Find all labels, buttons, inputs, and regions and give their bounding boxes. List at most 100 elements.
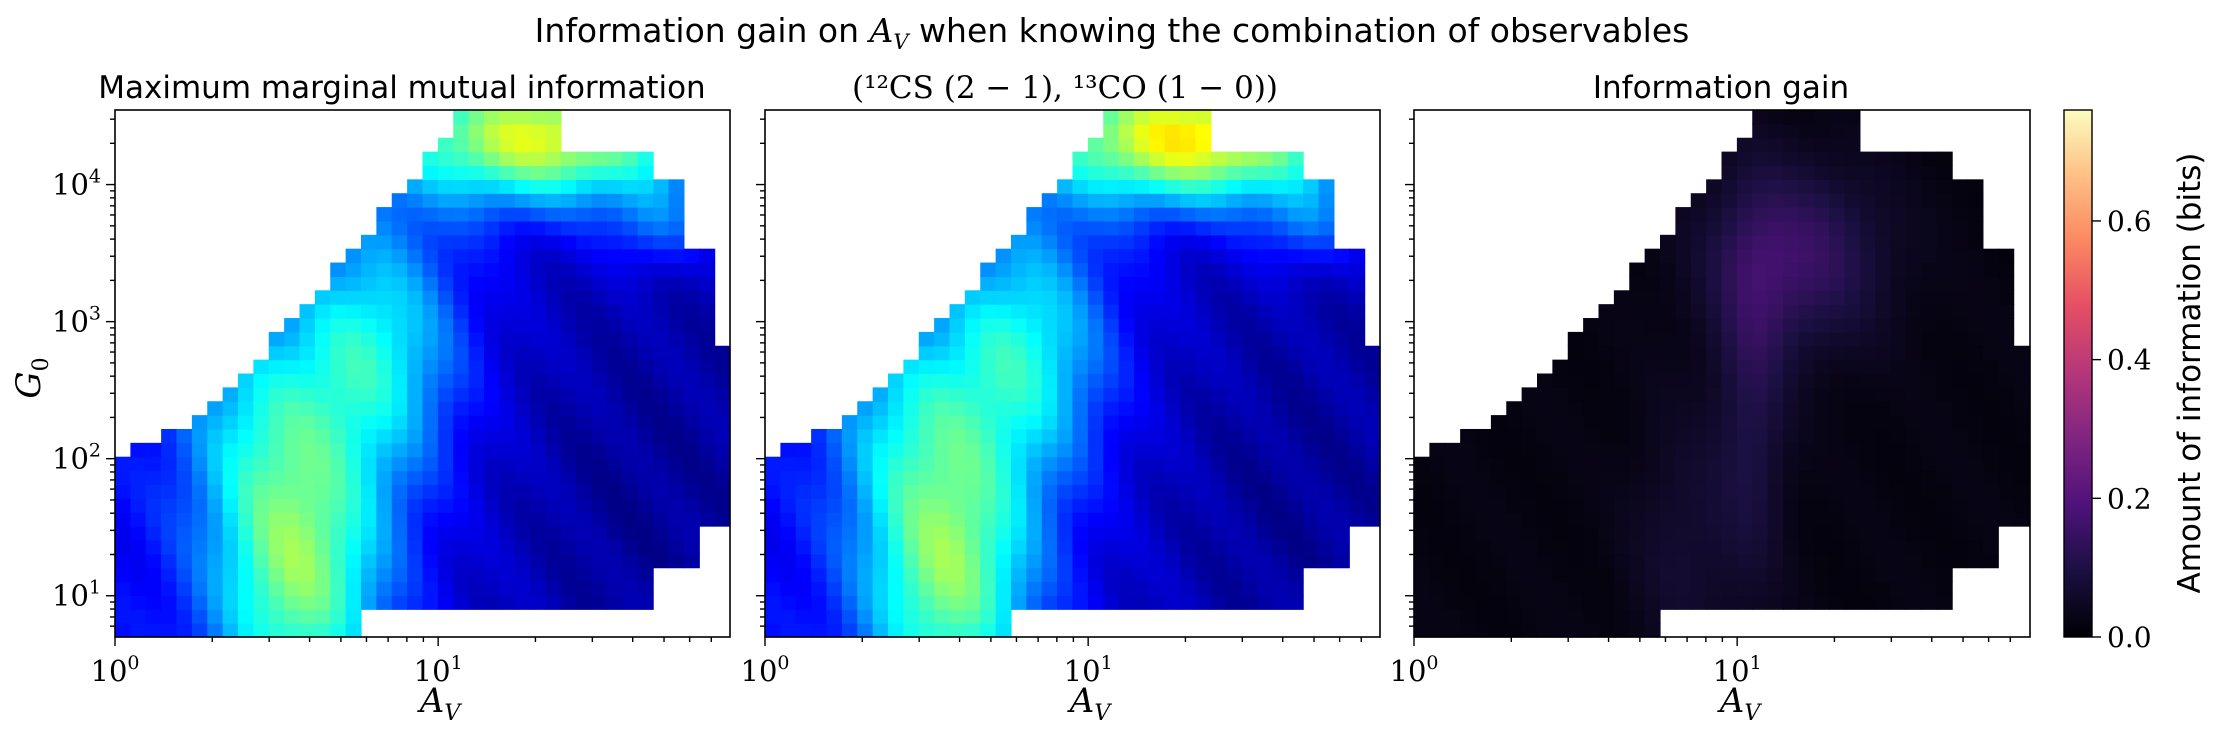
- heatmap-cell: [1921, 151, 1938, 167]
- heatmap-cell: [1829, 345, 1846, 361]
- heatmap-cell: [1798, 415, 1815, 430]
- panel-2-heatmap: [765, 110, 1381, 638]
- heatmap-cell: [1844, 345, 1861, 361]
- heatmap-cell: [637, 428, 654, 444]
- heatmap-cell: [1967, 345, 1984, 361]
- heatmap-cell: [576, 262, 593, 278]
- heatmap-cell: [1936, 484, 1953, 499]
- heatmap-cell: [468, 415, 485, 430]
- heatmap-cell: [1303, 415, 1320, 430]
- heatmap-cell: [1241, 470, 1258, 486]
- heatmap-cell: [1690, 512, 1707, 527]
- heatmap-cell: [1041, 373, 1058, 388]
- heatmap-cell: [191, 526, 208, 541]
- heatmap-cell: [1210, 234, 1227, 250]
- heatmap-cell: [268, 470, 285, 486]
- heatmap-cell: [130, 581, 147, 596]
- heatmap-cell: [1613, 359, 1630, 375]
- heatmap-cell: [1813, 318, 1830, 333]
- heatmap-cell: [714, 512, 731, 527]
- heatmap-cell: [1982, 470, 1999, 486]
- heatmap-cell: [499, 262, 516, 278]
- heatmap-cell: [284, 415, 301, 430]
- heatmap-cell: [1134, 539, 1150, 555]
- panel-2-ticks: 100 101: [741, 118, 1362, 688]
- heatmap-cell: [1982, 456, 1999, 472]
- heatmap-cell: [1272, 234, 1289, 250]
- heatmap-cell: [1706, 567, 1723, 583]
- heatmap-cell: [1660, 526, 1676, 541]
- heatmap-cell: [1767, 401, 1784, 416]
- heatmap-cell: [622, 262, 639, 278]
- heatmap-cell: [1164, 415, 1181, 430]
- heatmap-cell: [1690, 304, 1707, 319]
- heatmap-cell: [1736, 470, 1753, 486]
- heatmap-cell: [1318, 248, 1335, 264]
- heatmap-cell: [872, 442, 889, 458]
- heatmap-cell: [422, 387, 439, 402]
- heatmap-cell: [637, 512, 654, 527]
- heatmap-cell: [995, 470, 1012, 486]
- heatmap-cell: [1272, 193, 1289, 208]
- heatmap-cell: [1952, 553, 1969, 569]
- heatmap-cell: [222, 387, 239, 402]
- heatmap-cell: [1829, 304, 1846, 319]
- heatmap-cell: [1767, 331, 1784, 347]
- heatmap-cell: [345, 456, 362, 472]
- heatmap-cell: [1798, 193, 1815, 208]
- heatmap-cell: [1272, 276, 1289, 291]
- heatmap-cell: [453, 498, 470, 513]
- panel-2-xlabel-var: A: [1067, 681, 1095, 721]
- heatmap-cell: [453, 401, 470, 416]
- heatmap-cell: [176, 526, 193, 541]
- heatmap-cell: [1180, 234, 1197, 250]
- heatmap-cell: [995, 345, 1012, 361]
- heatmap-cell: [1736, 193, 1753, 208]
- heatmap-cell: [299, 470, 316, 486]
- heatmap-cell: [468, 179, 485, 194]
- heatmap-cell: [1736, 318, 1753, 333]
- heatmap-cell: [1936, 193, 1953, 208]
- heatmap-cell: [1195, 526, 1212, 541]
- heatmap-cell: [1875, 331, 1892, 347]
- heatmap-cell: [1690, 318, 1707, 333]
- heatmap-cell: [1613, 512, 1630, 527]
- heatmap-cell: [1921, 470, 1938, 486]
- heatmap-cell: [1859, 581, 1876, 596]
- heatmap-cell: [253, 512, 270, 527]
- heatmap-cell: [1921, 442, 1938, 458]
- heatmap-cell: [607, 234, 623, 250]
- heatmap-cell: [765, 484, 781, 499]
- heatmap-cell: [795, 456, 812, 472]
- heatmap-cell: [1180, 373, 1197, 388]
- heatmap-cell: [964, 484, 981, 499]
- heatmap-cell: [1936, 304, 1953, 319]
- heatmap-cell: [795, 609, 812, 624]
- heatmap-cell: [1906, 581, 1922, 596]
- heatmap-cell: [560, 456, 577, 472]
- heatmap-cell: [1318, 234, 1335, 250]
- heatmap-cell: [1721, 567, 1738, 583]
- heatmap-cell: [314, 290, 331, 305]
- heatmap-cell: [1272, 456, 1289, 472]
- heatmap-cell: [668, 373, 685, 388]
- heatmap-cell: [1041, 290, 1058, 305]
- heatmap-cell: [591, 373, 608, 388]
- heatmap-cell: [1506, 526, 1523, 541]
- heatmap-cell: [1706, 442, 1723, 458]
- heatmap-cell: [811, 623, 828, 638]
- heatmap-cell: [1195, 234, 1212, 250]
- heatmap-cell: [1690, 193, 1707, 208]
- heatmap-cell: [1967, 262, 1984, 278]
- heatmap-cell: [1859, 345, 1876, 361]
- heatmap-cell: [545, 331, 562, 347]
- heatmap-cell: [1952, 207, 1969, 222]
- heatmap-cell: [1180, 553, 1197, 569]
- heatmap-cell: [314, 470, 331, 486]
- heatmap-cell: [514, 359, 531, 375]
- heatmap-cell: [453, 359, 470, 375]
- heatmap-cell: [1072, 234, 1089, 250]
- heatmap-cell: [1257, 539, 1273, 555]
- heatmap-cell: [407, 567, 424, 583]
- heatmap-cell: [1721, 373, 1738, 388]
